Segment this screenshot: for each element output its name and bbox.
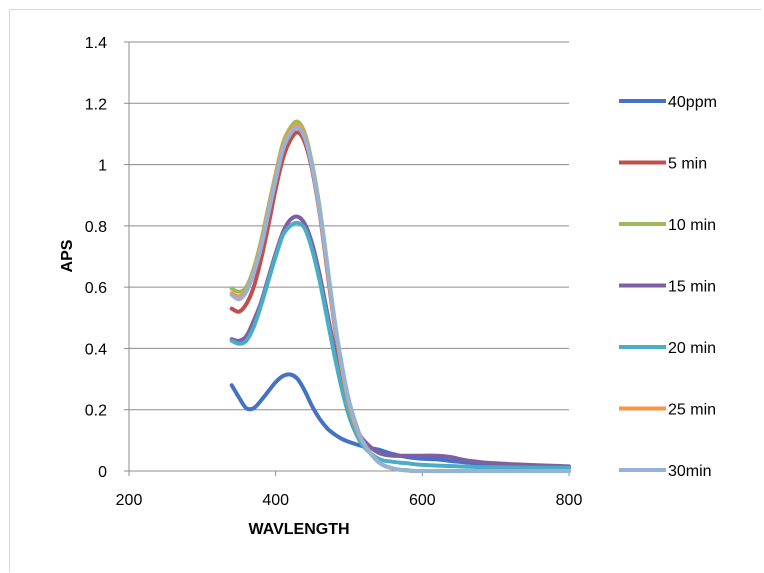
y-axis-title: APS [59, 239, 76, 272]
y-tick-label-4: 0.8 [85, 219, 107, 236]
legend-label-5: 25 min [668, 402, 716, 419]
legend-label-1: 5 min [668, 156, 707, 173]
legend-label-0: 40ppm [668, 94, 717, 111]
y-tick-label-1: 0.2 [85, 403, 107, 420]
chart-frame [9, 9, 761, 572]
y-tick-label-2: 0.4 [85, 341, 107, 358]
legend: 40ppm 5 min 10 min 15 min 20 min 25 min 30min [619, 94, 717, 480]
legend-label-3: 15 min [668, 279, 716, 296]
series-line-3 [229, 214, 571, 469]
series-lines [229, 119, 571, 474]
tick-labels: 0 0.2 0.4 0.6 0.8 1 1.2 1.4 200 400 600 800 [85, 35, 583, 509]
y-tick-label-0: 0 [98, 464, 107, 481]
x-tick-label-0: 200 [116, 492, 143, 509]
x-tick-label-3: 800 [556, 492, 583, 509]
legend-label-2: 10 min [668, 217, 716, 234]
series-line-2 [229, 119, 571, 474]
series-line-4 [229, 220, 571, 470]
y-tick-label-6: 1.2 [85, 96, 107, 113]
x-axis-title: WAVLENGTH [248, 521, 349, 538]
y-tick-label-5: 1 [98, 158, 107, 175]
legend-label-4: 20 min [668, 340, 716, 357]
series-line-0 [229, 372, 571, 470]
y-tick-label-3: 0.6 [85, 280, 107, 297]
series-line-1 [229, 130, 571, 474]
series-line-5 [229, 122, 571, 474]
series-line-6 [229, 125, 571, 474]
gridlines [129, 41, 569, 411]
x-tick-label-2: 600 [409, 492, 436, 509]
x-tick-label-1: 400 [262, 492, 289, 509]
legend-label-6: 30min [668, 463, 712, 480]
y-tick-label-7: 1.4 [85, 35, 107, 52]
